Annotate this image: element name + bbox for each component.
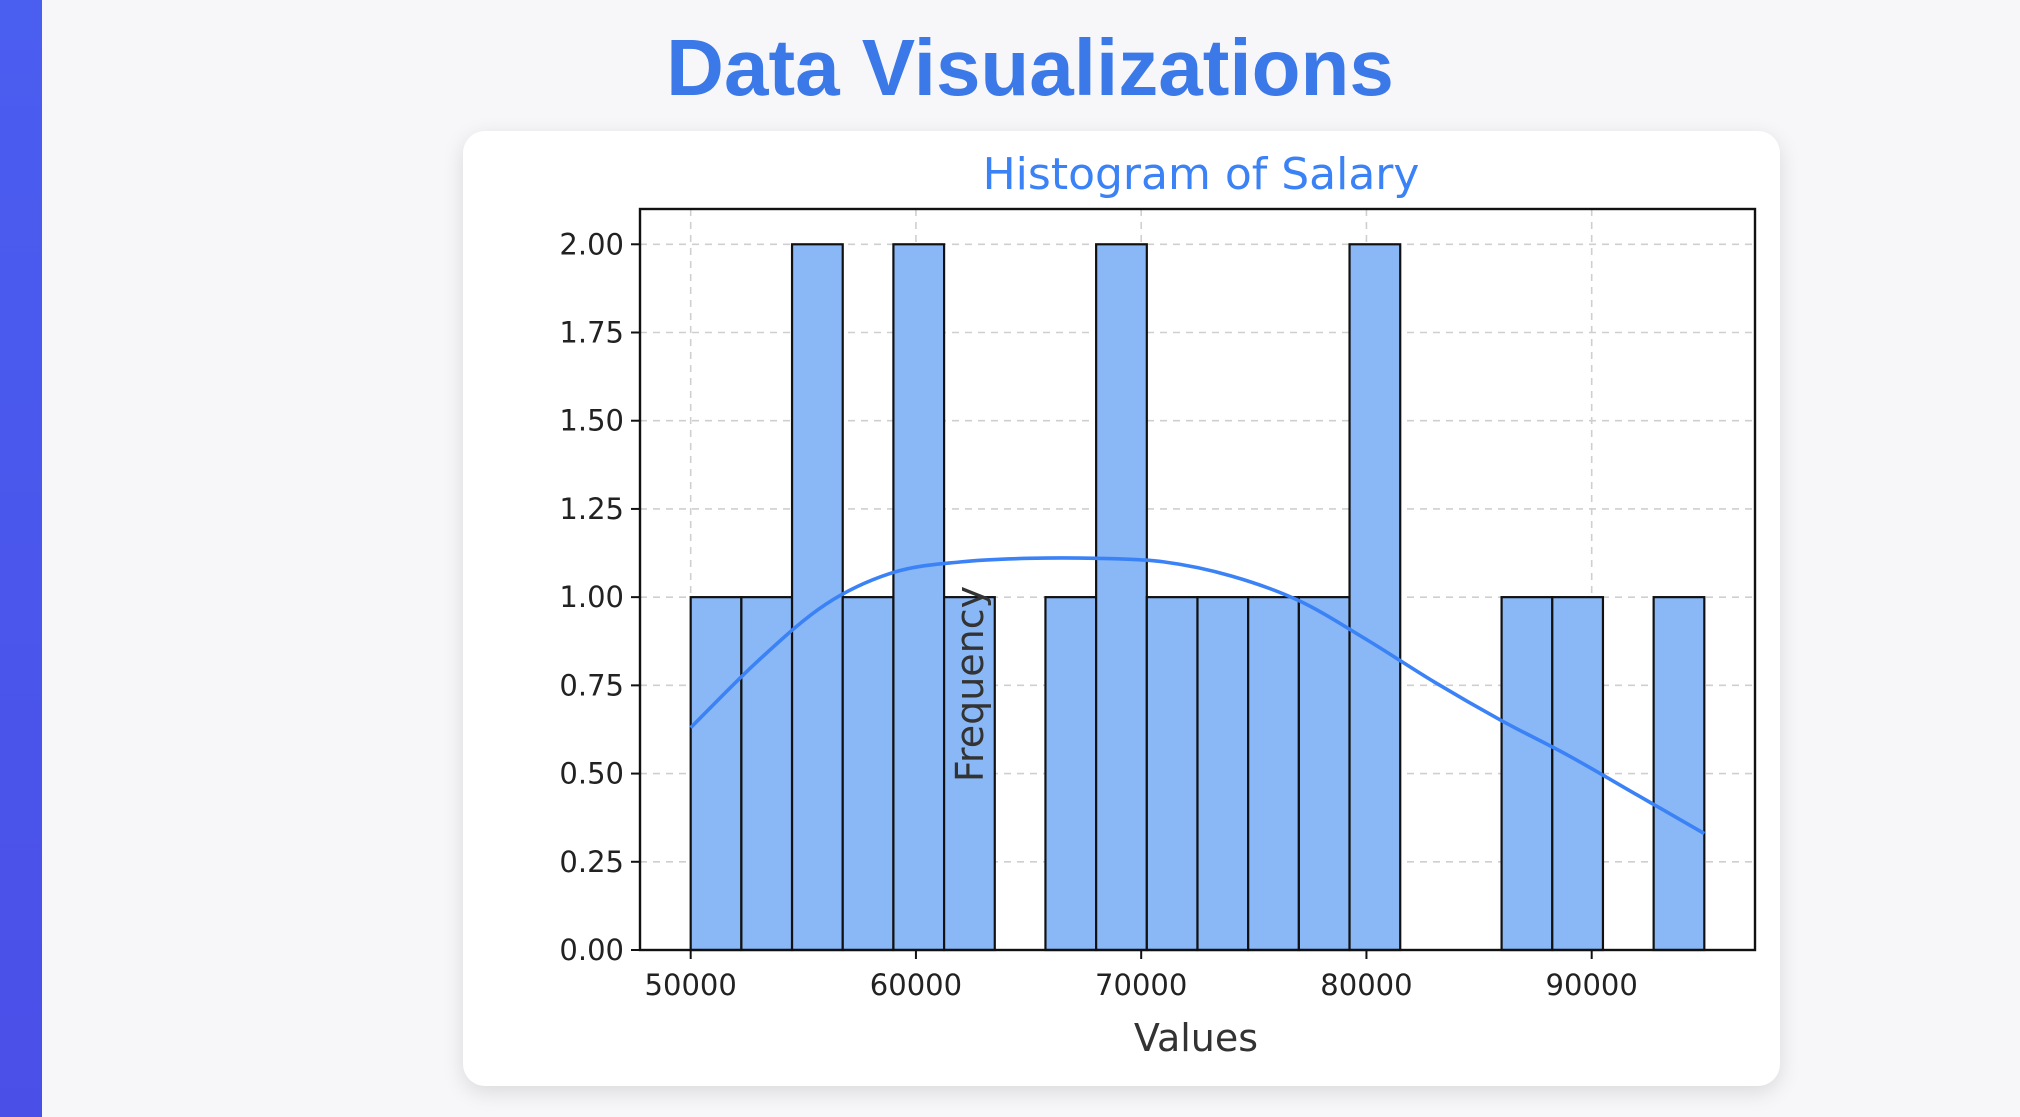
plot-frame xyxy=(638,207,1757,952)
y-tick-label-3: 0.75 xyxy=(559,668,624,702)
bar-13 xyxy=(1348,243,1402,952)
bar-17 xyxy=(1551,596,1605,952)
y-tick-label-1: 0.25 xyxy=(559,845,624,879)
x-axis-title: Values xyxy=(1134,1016,1258,1060)
histogram-bars xyxy=(689,243,1706,952)
bar-4 xyxy=(892,243,946,952)
left-accent-bar xyxy=(0,0,42,1117)
bar-7 xyxy=(1044,596,1098,952)
bar-12 xyxy=(1297,596,1351,952)
y-tick-label-8: 2.00 xyxy=(559,227,624,261)
y-tick-label-4: 1.00 xyxy=(559,580,624,614)
x-tick-label-0: 50000 xyxy=(645,968,737,1002)
bar-16 xyxy=(1500,596,1554,952)
y-tick-label-0: 0.00 xyxy=(559,933,624,967)
bar-1 xyxy=(740,596,794,952)
histogram-chart: Histogram of Salary 0.00 0.25 0.50 0.75 1.00… xyxy=(559,149,1757,1060)
y-tick-label-7: 1.75 xyxy=(559,316,624,350)
y-tick-label-5: 1.25 xyxy=(559,492,624,526)
x-axis-ticks: 50000 60000 70000 80000 90000 xyxy=(645,950,1638,1002)
page-title: Data Visualizations xyxy=(666,23,1394,112)
bar-0 xyxy=(689,596,743,952)
x-tick-label-4: 90000 xyxy=(1546,968,1638,1002)
bar-19 xyxy=(1652,596,1706,952)
x-tick-label-1: 60000 xyxy=(870,968,962,1002)
bar-8 xyxy=(1095,243,1148,952)
bar-10 xyxy=(1196,596,1250,952)
y-tick-label-6: 1.50 xyxy=(559,404,624,438)
bar-9 xyxy=(1145,596,1199,952)
y-axis-ticks: 0.00 0.25 0.50 0.75 1.00 1.25 1.50 1.75 2.00 xyxy=(559,227,640,967)
x-tick-label-2: 70000 xyxy=(1095,968,1187,1002)
bar-5 xyxy=(942,596,996,952)
chart-card: Histogram of Salary 0.00 0.25 0.50 0.75 1.00… xyxy=(463,131,1780,1086)
kde-curve xyxy=(689,556,1706,836)
y-axis-title: Frequency xyxy=(948,586,992,782)
chart-title: Histogram of Salary xyxy=(983,149,1420,200)
bar-11 xyxy=(1247,596,1300,952)
bar-3 xyxy=(841,596,895,952)
y-tick-label-2: 0.50 xyxy=(559,757,624,791)
x-tick-label-3: 80000 xyxy=(1320,968,1412,1002)
